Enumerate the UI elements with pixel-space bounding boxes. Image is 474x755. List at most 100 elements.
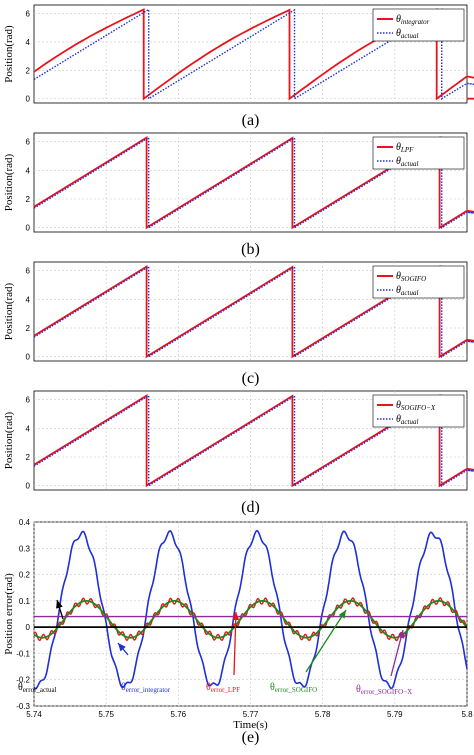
y-tick-label: 0 [26,482,31,491]
legend-label-sub: LPF [400,146,414,154]
legend-label-estimated: θintegrator [396,14,430,26]
y-tick-label: 2 [26,66,31,75]
y-tick-label: 2 [26,453,31,462]
y-tick-label: 4 [26,38,31,47]
annotation-label: θerror_integrator [121,682,171,694]
y-tick-label: 2 [26,324,31,333]
y-axis-label: Position(rad) [3,282,15,340]
series-line-estimated [33,135,474,230]
legend-label-sub: SOGIFO−X [401,404,436,412]
legend-label-sub: actual [401,418,419,426]
y-tick-label: 0.2 [19,571,31,580]
x-tick-label: 5.74 [26,710,42,719]
y-tick-label: 0.4 [19,518,31,527]
legend-label-actual: θactual [396,28,418,40]
legend-label-main: θ [396,414,401,425]
annotation-arrowhead [118,643,126,652]
series-line-estimated [33,393,474,488]
x-tick-label: 5.75 [98,710,114,719]
annotation-arrowhead [397,630,405,639]
legend-box [372,265,465,299]
legend-label-actual: θactual [396,156,418,168]
x-axis-label: Time(s) [233,719,268,731]
legend-label-main: θ [396,271,401,282]
legend-box [372,394,465,428]
legend-label-sub: actual [401,160,419,168]
y-tick-label: 4 [26,166,31,175]
annotation-label-sub: error_integrator [126,686,171,694]
legend-box [372,8,465,42]
annotation-label: θerror_LPF [206,682,240,694]
legend-label-main: θ [396,28,401,39]
y-tick-label: -0.1 [16,649,30,658]
legend-box [372,136,465,170]
y-tick-label: 6 [26,138,31,147]
y-tick-label: 6 [26,396,31,405]
y-axis-label: Position error(rad) [3,573,15,655]
y-tick-label: 2 [26,195,31,204]
annotation-label-sub: error_SOGIFO−X [361,688,412,696]
panel-label: (e) [242,729,260,746]
legend-label-estimated: θSOGIFO [396,271,426,283]
x-tick-label: 5.76 [171,710,187,719]
panel-label: (d) [241,499,260,516]
panel-label: (a) [242,112,260,129]
x-tick-label: 5.78 [315,710,331,719]
x-tick-label: 5.79 [387,710,403,719]
y-axis-label: Position(rad) [3,153,15,211]
y-axis-label: Position(rad) [3,25,15,83]
legend-label-sub: SOGIFO [401,275,426,283]
legend-label-main: θ [396,400,401,411]
y-tick-label: 0.1 [19,597,31,606]
legend-label-actual: θactual [396,285,418,297]
annotation-label-main: θ [356,684,361,695]
y-tick-label: 6 [26,10,31,19]
series-line-estimated [33,8,474,101]
y-tick-label: 4 [26,295,31,304]
y-tick-label: 0 [26,353,31,362]
legend-label-actual: θactual [396,414,418,426]
annotation-label: θerror_SOGIFO [270,682,317,694]
legend-label-estimated: θLPF [396,142,414,154]
legend-label-main: θ [396,285,401,296]
y-tick-label: 0 [26,623,31,632]
annotation-arrowhead [56,600,63,609]
annotation-arrowhead [232,612,240,621]
y-tick-label: 0.3 [19,544,31,553]
legend-label-sub: actual [401,289,419,297]
x-tick-label: 5.8 [461,710,473,719]
y-tick-label: 0 [26,224,31,233]
legend-label-main: θ [396,156,401,167]
annotation-arrow [305,609,347,673]
annotation-arrow [233,611,237,676]
annotation-label-main: θ [121,682,126,693]
y-tick-label: -0.2 [16,676,30,685]
x-tick-label: 5.77 [243,710,259,719]
annotation-label-sub: error_LPF [211,686,240,694]
annotation-arrowhead [338,610,346,619]
annotation-label: θerror_actual [18,682,57,694]
legend-label-main: θ [396,14,401,25]
panel-label: (b) [241,241,260,258]
y-tick-label: -0.3 [16,702,30,711]
annotation-label-main: θ [18,682,23,693]
y-tick-label: 6 [26,267,31,276]
annotation-label-main: θ [206,682,211,693]
panel-label: (c) [242,370,260,387]
series-line-estimated [33,264,474,359]
legend-label-sub: actual [401,32,419,40]
legend-label-main: θ [396,142,401,153]
legend-label-estimated: θSOGIFO−X [396,400,436,412]
annotation-label-sub: error_actual [23,686,57,694]
annotation-label-main: θ [270,682,275,693]
annotation-label-sub: error_SOGIFO [275,686,317,694]
legend-label-sub: integrator [401,18,430,26]
series-line-error-integrator [33,529,468,690]
chart-panel-e: -0.3 -0.2 -0.1 0 0.1 0.2 0.3 0.4 5.74 5.75 5.76 5.7… [3,518,473,746]
